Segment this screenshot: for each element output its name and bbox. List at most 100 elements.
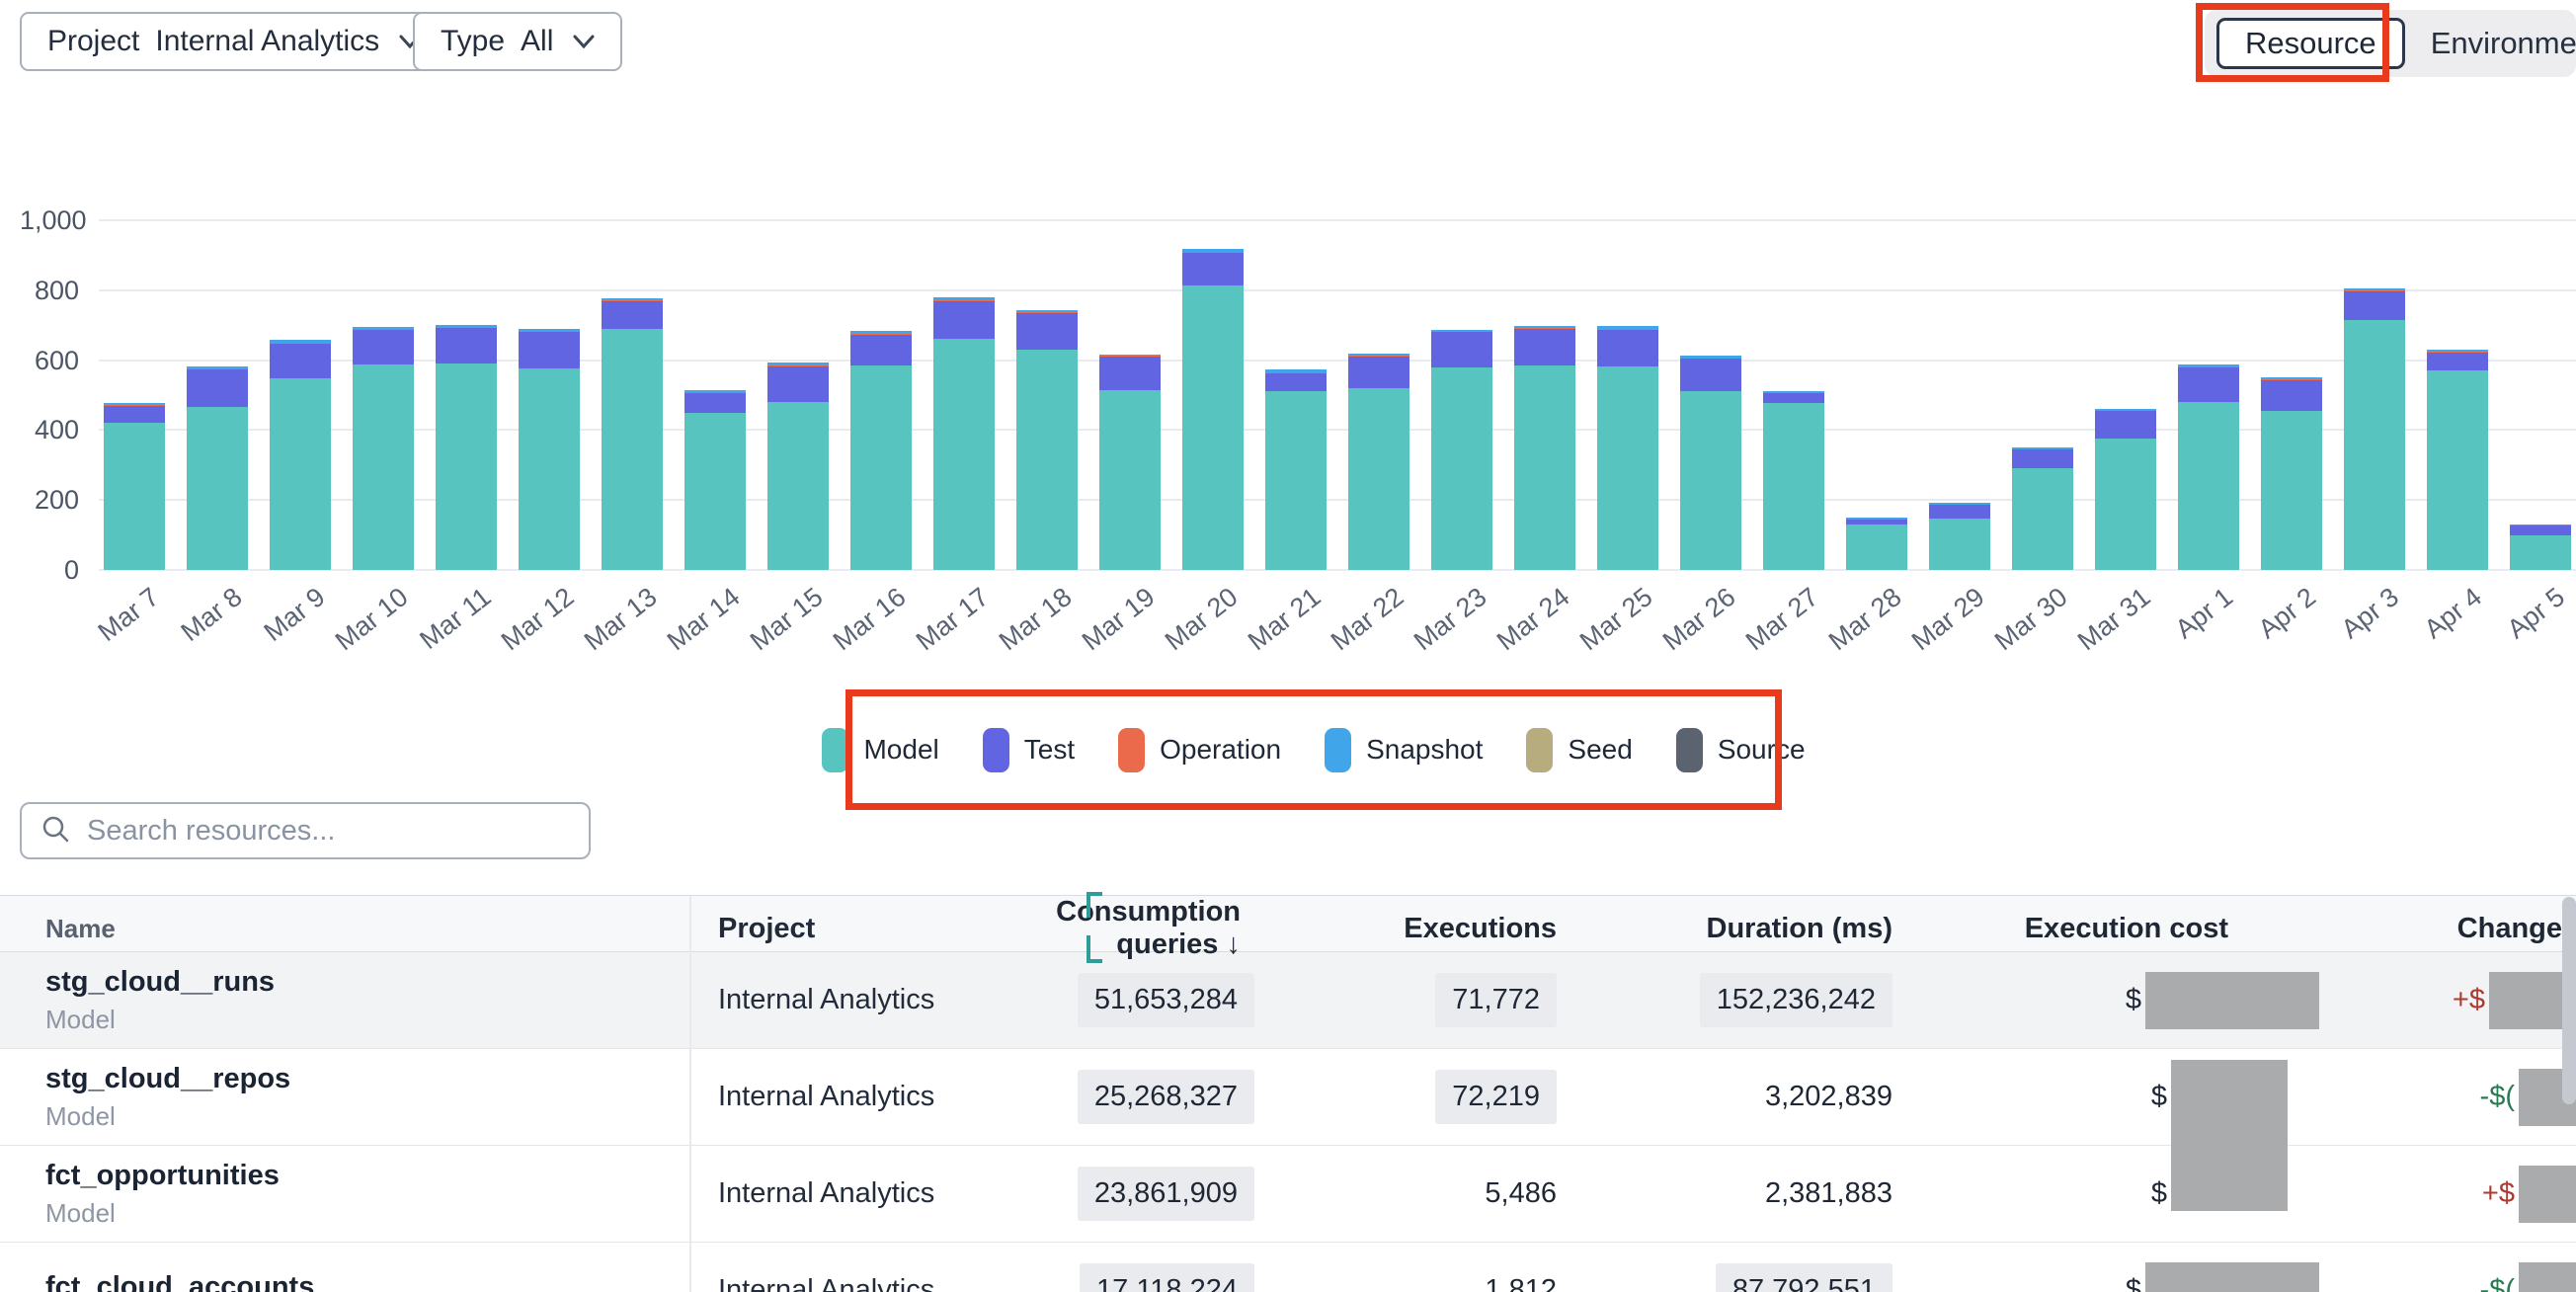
col-header-executions[interactable]: Executions xyxy=(1404,912,1557,944)
col-header-project[interactable]: Project xyxy=(718,912,816,944)
x-axis-tick-label: Mar 13 xyxy=(578,582,663,657)
bar-mar-9[interactable] xyxy=(270,340,331,570)
bar-segment-snapshot xyxy=(1348,353,1409,357)
search-input[interactable] xyxy=(87,814,571,848)
bar-mar-13[interactable] xyxy=(602,297,663,570)
bar-mar-10[interactable] xyxy=(353,326,414,570)
view-toggle-environment[interactable]: Environment xyxy=(2431,26,2576,61)
col-header-execution-cost[interactable]: Execution cost xyxy=(2024,912,2228,944)
bar-mar-15[interactable] xyxy=(767,363,829,570)
bar-segment-snapshot xyxy=(353,326,414,330)
bar-mar-24[interactable] xyxy=(1514,325,1575,570)
legend-swatch xyxy=(1325,727,1352,772)
col-header-name[interactable]: Name xyxy=(0,896,691,961)
x-axis-tick-label: Mar 31 xyxy=(2071,582,2156,657)
x-axis-tick-label: Apr 3 xyxy=(2336,582,2405,645)
bar-segment-model xyxy=(1348,387,1409,570)
bar-segment-snapshot xyxy=(2427,350,2488,353)
legend-swatch xyxy=(982,727,1009,772)
search-icon xyxy=(40,813,71,849)
bar-apr-1[interactable] xyxy=(2178,363,2239,570)
bar-mar-27[interactable] xyxy=(1763,390,1824,570)
resource-name[interactable]: fct_cloud_accounts xyxy=(45,1271,315,1292)
bar-mar-23[interactable] xyxy=(1431,329,1492,570)
legend-item-snapshot[interactable]: Snapshot xyxy=(1325,727,1483,772)
resource-name[interactable]: fct_opportunities xyxy=(45,1159,280,1191)
bar-segment-test xyxy=(850,334,912,365)
bar-segment-model xyxy=(933,339,995,570)
bar-mar-14[interactable] xyxy=(684,390,746,570)
table-row[interactable]: fct_cloud_accounts Internal Analytics 17… xyxy=(0,1243,2576,1292)
cell-consumption-queries: 25,268,327 xyxy=(1077,1070,1254,1124)
legend-item-model[interactable]: Model xyxy=(822,727,939,772)
table-header-row: Name Project Consumption queries ↓ Execu… xyxy=(0,892,2576,963)
resource-name[interactable]: stg_cloud__runs xyxy=(45,965,276,998)
bar-mar-17[interactable] xyxy=(933,296,995,570)
view-toggle-resource[interactable]: Resource xyxy=(2216,18,2405,69)
type-filter-value: All xyxy=(521,25,554,57)
bar-mar-7[interactable] xyxy=(104,402,165,570)
legend-swatch xyxy=(1526,727,1554,772)
col-header-change[interactable]: Change xyxy=(2456,912,2562,944)
bar-mar-21[interactable] xyxy=(1265,368,1327,570)
bar-mar-31[interactable] xyxy=(2095,408,2156,570)
bar-mar-20[interactable] xyxy=(1182,248,1244,570)
bar-segment-operation xyxy=(1016,312,1078,313)
table-row[interactable]: stg_cloud__repos Model Internal Analytic… xyxy=(0,1049,2576,1146)
redaction-box xyxy=(2145,1261,2319,1292)
bar-mar-8[interactable] xyxy=(187,366,248,570)
bar-mar-16[interactable] xyxy=(850,331,912,570)
bar-mar-18[interactable] xyxy=(1016,310,1078,570)
legend-item-seed[interactable]: Seed xyxy=(1526,727,1633,772)
y-axis-tick-label: 800 xyxy=(34,275,79,305)
search-box[interactable] xyxy=(20,802,591,859)
bar-segment-snapshot xyxy=(1929,503,1990,505)
bar-segment-operation xyxy=(2178,366,2239,368)
project-filter-dropdown[interactable]: Project Internal Analytics xyxy=(20,12,449,71)
bar-segment-test xyxy=(2178,367,2239,403)
col-header-consumption-queries[interactable]: Consumption queries ↓ xyxy=(1017,896,1254,961)
bar-segment-snapshot xyxy=(1763,390,1824,393)
type-filter-dropdown[interactable]: Type All xyxy=(413,12,623,71)
col-header-duration[interactable]: Duration (ms) xyxy=(1706,912,1893,944)
cell-cost-currency: $ xyxy=(2150,1081,2167,1112)
bar-segment-operation xyxy=(602,300,663,302)
bar-segment-test xyxy=(767,366,829,403)
bar-mar-12[interactable] xyxy=(519,329,580,570)
legend-item-test[interactable]: Test xyxy=(982,727,1075,772)
bar-segment-model xyxy=(2261,411,2322,570)
legend-item-operation[interactable]: Operation xyxy=(1118,727,1281,772)
chart-legend: Model Test Operation Snapshot Seed Source xyxy=(822,689,1806,810)
legend-item-source[interactable]: Source xyxy=(1675,727,1806,772)
bar-mar-25[interactable] xyxy=(1597,326,1658,570)
bar-segment-model xyxy=(2510,534,2571,570)
table-row[interactable]: fct_opportunities Model Internal Analyti… xyxy=(0,1146,2576,1243)
bar-segment-model xyxy=(1265,391,1327,570)
bar-segment-test xyxy=(684,393,746,413)
bar-apr-5[interactable] xyxy=(2510,524,2571,570)
cell-executions: 71,772 xyxy=(1435,973,1557,1027)
bar-apr-3[interactable] xyxy=(2344,287,2405,570)
vertical-scrollbar-thumb[interactable] xyxy=(2562,897,2576,1104)
legend-label: Source xyxy=(1717,734,1806,765)
bar-mar-28[interactable] xyxy=(1846,518,1907,570)
cell-cost-currency: $ xyxy=(2125,1274,2141,1292)
bar-segment-test xyxy=(2510,525,2571,535)
resource-name[interactable]: stg_cloud__repos xyxy=(45,1062,291,1094)
bar-apr-2[interactable] xyxy=(2261,377,2322,570)
bar-segment-test xyxy=(1846,519,1907,525)
x-axis-tick-label: Mar 28 xyxy=(1822,582,1907,657)
bar-segment-model xyxy=(1016,349,1078,570)
bar-mar-29[interactable] xyxy=(1929,503,1990,570)
bar-apr-4[interactable] xyxy=(2427,350,2488,570)
x-axis-tick-label: Mar 10 xyxy=(329,582,414,657)
bar-mar-30[interactable] xyxy=(2012,446,2073,570)
bar-mar-22[interactable] xyxy=(1348,353,1409,570)
table-row[interactable]: stg_cloud__runs Model Internal Analytics… xyxy=(0,952,2576,1049)
bar-mar-26[interactable] xyxy=(1680,355,1741,570)
bar-mar-19[interactable] xyxy=(1099,354,1161,570)
cursor-artifact-top xyxy=(1087,892,1102,918)
bar-mar-11[interactable] xyxy=(436,324,497,570)
bar-segment-operation xyxy=(1099,356,1161,358)
